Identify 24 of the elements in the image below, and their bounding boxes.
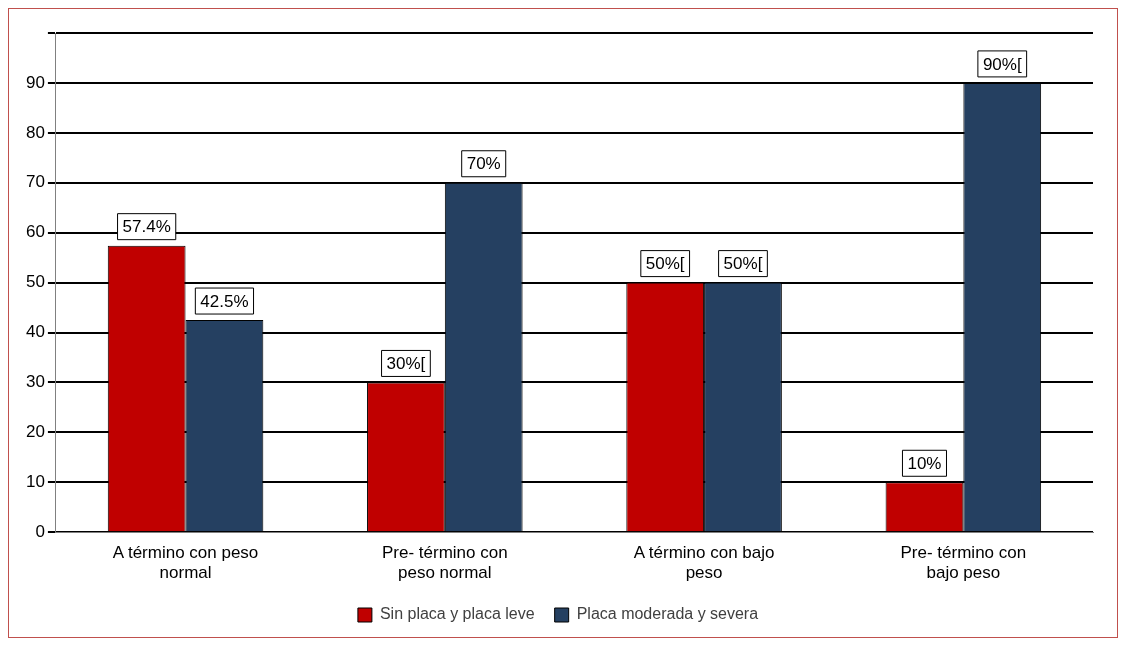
data-label: 30%[ — [386, 354, 426, 374]
y-tick-label: 40 — [25, 322, 45, 342]
x-tick-label: Pre- término con bajo peso — [900, 543, 1027, 583]
data-label: 50%[ — [645, 254, 685, 274]
y-tick-label: 60 — [25, 222, 45, 242]
x-tick-label: A término con peso normal — [112, 543, 259, 583]
data-label: 90%[ — [982, 54, 1022, 74]
data-label: 57.4% — [122, 217, 171, 237]
data-label: 42.5% — [200, 291, 249, 311]
data-label: 70% — [466, 154, 501, 174]
legend-label: Placa moderada y severa — [576, 605, 759, 623]
y-tick-label: 90 — [25, 72, 45, 92]
y-tick-label: 70 — [25, 172, 45, 192]
y-tick-label: 10 — [25, 471, 45, 491]
y-tick-label: 20 — [25, 422, 45, 442]
y-tick-label: 80 — [25, 122, 45, 142]
y-tick-label: 30 — [25, 372, 45, 392]
data-label: 50%[ — [723, 254, 763, 274]
legend-label: Sin placa y placa leve — [379, 605, 535, 623]
y-tick-label: 50 — [25, 272, 45, 292]
data-label: 10% — [907, 453, 942, 473]
x-tick-label: Pre- término con peso normal — [381, 543, 508, 583]
x-tick-label: A término con bajo peso — [633, 543, 775, 583]
y-tick-label: 0 — [35, 521, 45, 541]
